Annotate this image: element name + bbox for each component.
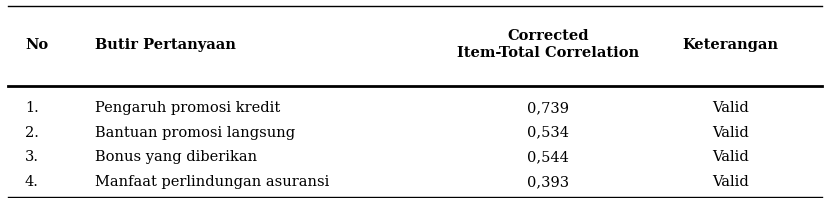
- Text: Corrected
Item-Total Correlation: Corrected Item-Total Correlation: [457, 30, 639, 60]
- Text: 0,534: 0,534: [527, 126, 569, 140]
- Text: Bantuan promosi langsung: Bantuan promosi langsung: [95, 126, 295, 140]
- Text: 2.: 2.: [25, 126, 39, 140]
- Text: Valid: Valid: [712, 101, 749, 115]
- Text: 3.: 3.: [25, 150, 39, 164]
- Text: 0,739: 0,739: [527, 101, 569, 115]
- Text: 1.: 1.: [25, 101, 39, 115]
- Text: Valid: Valid: [712, 175, 749, 189]
- Text: Manfaat perlindungan asuransi: Manfaat perlindungan asuransi: [95, 175, 330, 189]
- Text: Valid: Valid: [712, 126, 749, 140]
- Text: 0,393: 0,393: [527, 175, 569, 189]
- Text: No: No: [25, 38, 48, 51]
- Text: 4.: 4.: [25, 175, 39, 189]
- Text: Pengaruh promosi kredit: Pengaruh promosi kredit: [95, 101, 281, 115]
- Text: Keterangan: Keterangan: [682, 38, 779, 51]
- Text: Bonus yang diberikan: Bonus yang diberikan: [95, 150, 257, 164]
- Text: Valid: Valid: [712, 150, 749, 164]
- Text: Butir Pertanyaan: Butir Pertanyaan: [95, 38, 237, 51]
- Text: 0,544: 0,544: [527, 150, 569, 164]
